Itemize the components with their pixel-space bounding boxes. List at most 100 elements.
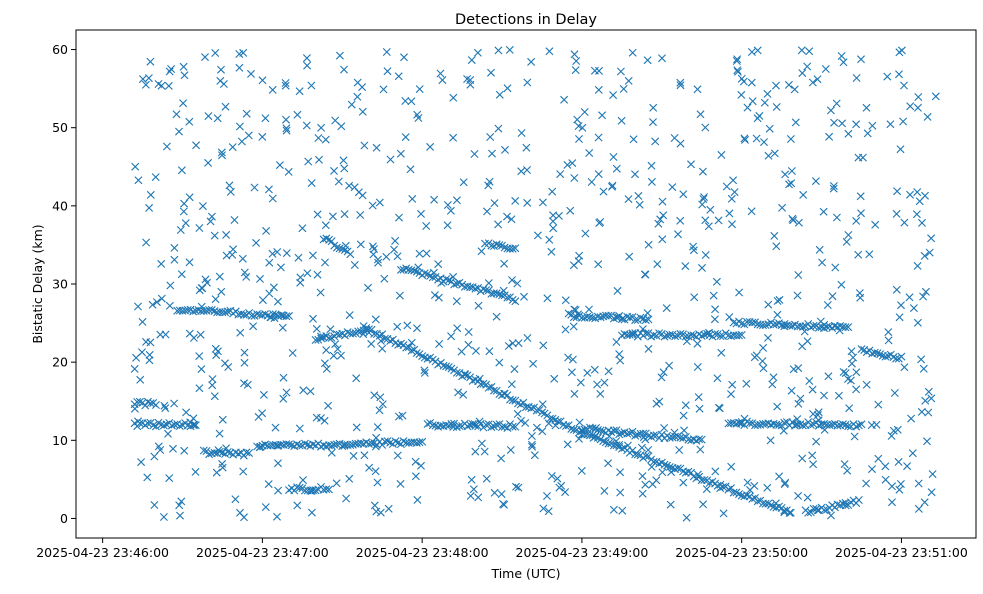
scatter-point (682, 513, 691, 522)
scatter-point (250, 183, 259, 192)
scatter-point (333, 345, 342, 353)
scatter-point (548, 187, 557, 196)
scatter-point (815, 245, 824, 254)
scatter-point (698, 263, 706, 272)
scatter-point (376, 336, 385, 345)
scatter-point (773, 297, 782, 305)
scatter-point (327, 448, 336, 457)
track-point (780, 418, 789, 427)
scatter-point (494, 124, 503, 133)
scatter-point (213, 114, 222, 123)
scatter-point (437, 278, 446, 287)
scatter-point (881, 475, 890, 484)
scatter-point (494, 46, 503, 55)
track-point (604, 311, 613, 320)
scatter-point (775, 472, 784, 481)
track-point (325, 334, 333, 342)
scatter-point (820, 324, 828, 333)
scatter-point (382, 252, 391, 261)
scatter-point (506, 446, 515, 454)
scatter-point (575, 135, 583, 143)
track-point (143, 419, 152, 428)
scatter-point (238, 254, 247, 263)
track-point (612, 426, 621, 435)
scatter-point (492, 312, 501, 321)
scatter-point (831, 263, 840, 272)
scatter-point (261, 114, 270, 123)
track-point (788, 418, 797, 427)
scatter-point (185, 258, 194, 267)
scatter-point (302, 54, 311, 63)
scatter-point (912, 210, 921, 219)
track-point (346, 250, 355, 259)
track-point (452, 368, 461, 377)
scatter-point (696, 445, 705, 454)
scatter-point (408, 194, 417, 203)
scatter-point (481, 239, 489, 248)
scatter-point (258, 132, 267, 141)
scatter-point (768, 380, 777, 389)
track-point (404, 343, 413, 352)
scatter-point (778, 203, 787, 212)
scatter-point (674, 230, 682, 239)
scatter-point (725, 209, 734, 218)
track-point (332, 440, 341, 449)
scatter-point (612, 437, 621, 446)
scatter-point (185, 117, 194, 126)
scatter-point (842, 237, 851, 246)
scatter-point (868, 465, 876, 474)
scatter-point (201, 53, 209, 62)
scatter-point (886, 120, 895, 129)
scatter-point (689, 242, 698, 251)
scatter-point (170, 399, 179, 408)
track-point (407, 346, 416, 355)
scatter-point (180, 199, 189, 208)
scatter-point (827, 511, 835, 520)
scatter-point (676, 139, 685, 148)
scatter-point (913, 261, 922, 270)
scatter-point (772, 81, 780, 90)
scatter-point (514, 483, 523, 492)
scatter-point (615, 441, 624, 449)
scatter-point (359, 330, 368, 339)
track-point (527, 404, 536, 413)
scatter-point (824, 372, 833, 381)
track-point (892, 354, 901, 363)
scatter-point (376, 508, 385, 517)
track-point (149, 421, 158, 430)
track-point (769, 320, 778, 329)
scatter-point (790, 85, 799, 94)
track-point (631, 431, 640, 440)
scatter-point (896, 145, 905, 154)
scatter-point (175, 501, 184, 510)
scatter-point (214, 446, 223, 455)
scatter-point (850, 432, 859, 441)
scatter-point (551, 421, 560, 430)
scatter-point (474, 493, 483, 502)
scatter-point (679, 190, 688, 199)
track-point (183, 306, 192, 314)
scatter-point (274, 486, 283, 495)
scatter-point (772, 242, 781, 251)
scatter-point (378, 344, 387, 353)
scatter-point (917, 355, 926, 364)
scatter-point (334, 177, 343, 186)
scatter-point (923, 437, 931, 446)
scatter-point (740, 134, 749, 143)
scatter-point (395, 213, 403, 222)
scatter-point (638, 489, 647, 498)
scatter-point (658, 468, 667, 477)
scatter-point (217, 287, 226, 296)
track-point (482, 286, 491, 295)
scatter-point (852, 368, 861, 377)
scatter-point (604, 459, 613, 468)
scatter-point (236, 328, 245, 337)
track-point (492, 420, 501, 429)
scatter-point (217, 148, 226, 157)
scatter-point (918, 218, 926, 227)
scatter-point (629, 135, 638, 144)
scatter-point (755, 111, 764, 120)
scatter-point (145, 203, 154, 212)
scatter-point (714, 216, 723, 225)
